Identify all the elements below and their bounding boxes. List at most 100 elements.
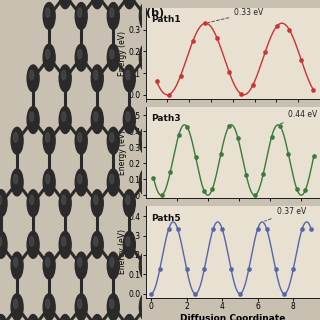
- Circle shape: [0, 231, 7, 258]
- Circle shape: [91, 0, 103, 9]
- Circle shape: [123, 0, 135, 9]
- Text: 0.37 eV: 0.37 eV: [265, 207, 306, 221]
- Circle shape: [59, 107, 71, 133]
- Text: Path1: Path1: [151, 15, 180, 24]
- Circle shape: [75, 252, 87, 279]
- Circle shape: [45, 133, 50, 142]
- Circle shape: [27, 107, 39, 133]
- Circle shape: [94, 195, 98, 204]
- Circle shape: [11, 252, 23, 279]
- Circle shape: [140, 3, 151, 29]
- Text: 0.33 eV: 0.33 eV: [208, 8, 263, 23]
- Circle shape: [140, 294, 151, 320]
- Text: Path3: Path3: [151, 115, 180, 124]
- Circle shape: [13, 299, 18, 308]
- Text: (b): (b): [146, 8, 164, 18]
- Y-axis label: Energy (eV): Energy (eV): [118, 31, 127, 76]
- Circle shape: [43, 127, 55, 154]
- Circle shape: [59, 0, 71, 9]
- Circle shape: [27, 190, 39, 217]
- Circle shape: [75, 294, 87, 320]
- Circle shape: [78, 50, 82, 59]
- Circle shape: [142, 50, 146, 59]
- Circle shape: [11, 169, 23, 196]
- Circle shape: [142, 258, 146, 267]
- Circle shape: [123, 190, 135, 217]
- Circle shape: [61, 237, 66, 246]
- Circle shape: [107, 252, 119, 279]
- Circle shape: [107, 127, 119, 154]
- Circle shape: [0, 195, 2, 204]
- Y-axis label: Energy (eV): Energy (eV): [118, 229, 127, 275]
- Text: Path5: Path5: [151, 214, 180, 223]
- Circle shape: [29, 112, 34, 121]
- Circle shape: [110, 50, 114, 59]
- Circle shape: [78, 299, 82, 308]
- Circle shape: [11, 127, 23, 154]
- Circle shape: [61, 195, 66, 204]
- Circle shape: [0, 237, 2, 246]
- Circle shape: [110, 133, 114, 142]
- Circle shape: [59, 65, 71, 92]
- Circle shape: [43, 252, 55, 279]
- Circle shape: [13, 133, 18, 142]
- Circle shape: [107, 3, 119, 29]
- Circle shape: [94, 70, 98, 80]
- X-axis label: Diffusion Coordinate: Diffusion Coordinate: [180, 314, 285, 320]
- Circle shape: [43, 169, 55, 196]
- Circle shape: [78, 174, 82, 184]
- Circle shape: [142, 8, 146, 17]
- Circle shape: [142, 299, 146, 308]
- Circle shape: [27, 315, 39, 320]
- Circle shape: [91, 65, 103, 92]
- Circle shape: [142, 133, 146, 142]
- Circle shape: [59, 190, 71, 217]
- Circle shape: [43, 294, 55, 320]
- Circle shape: [27, 231, 39, 258]
- Circle shape: [45, 8, 50, 17]
- Circle shape: [43, 44, 55, 71]
- Circle shape: [126, 237, 130, 246]
- Circle shape: [123, 107, 135, 133]
- Circle shape: [91, 190, 103, 217]
- Circle shape: [94, 112, 98, 121]
- Text: 0.44 eV: 0.44 eV: [281, 110, 318, 124]
- Circle shape: [123, 231, 135, 258]
- Circle shape: [59, 315, 71, 320]
- Circle shape: [142, 174, 146, 184]
- Circle shape: [61, 70, 66, 80]
- Circle shape: [27, 65, 39, 92]
- Circle shape: [11, 294, 23, 320]
- Circle shape: [94, 237, 98, 246]
- Circle shape: [0, 315, 7, 320]
- Circle shape: [75, 44, 87, 71]
- Circle shape: [140, 44, 151, 71]
- Circle shape: [43, 3, 55, 29]
- Circle shape: [91, 315, 103, 320]
- Circle shape: [91, 231, 103, 258]
- Circle shape: [29, 237, 34, 246]
- Circle shape: [107, 294, 119, 320]
- Circle shape: [59, 231, 71, 258]
- Circle shape: [107, 44, 119, 71]
- Circle shape: [140, 252, 151, 279]
- Circle shape: [45, 299, 50, 308]
- Circle shape: [78, 258, 82, 267]
- Circle shape: [75, 127, 87, 154]
- Circle shape: [126, 195, 130, 204]
- Circle shape: [75, 169, 87, 196]
- Circle shape: [45, 258, 50, 267]
- Circle shape: [110, 174, 114, 184]
- Circle shape: [75, 3, 87, 29]
- Circle shape: [110, 8, 114, 17]
- Circle shape: [13, 258, 18, 267]
- Circle shape: [78, 8, 82, 17]
- Circle shape: [107, 169, 119, 196]
- Circle shape: [110, 299, 114, 308]
- Circle shape: [110, 258, 114, 267]
- Circle shape: [123, 315, 135, 320]
- Y-axis label: Energy (eV): Energy (eV): [118, 130, 127, 175]
- Circle shape: [61, 112, 66, 121]
- Circle shape: [29, 70, 34, 80]
- Circle shape: [91, 107, 103, 133]
